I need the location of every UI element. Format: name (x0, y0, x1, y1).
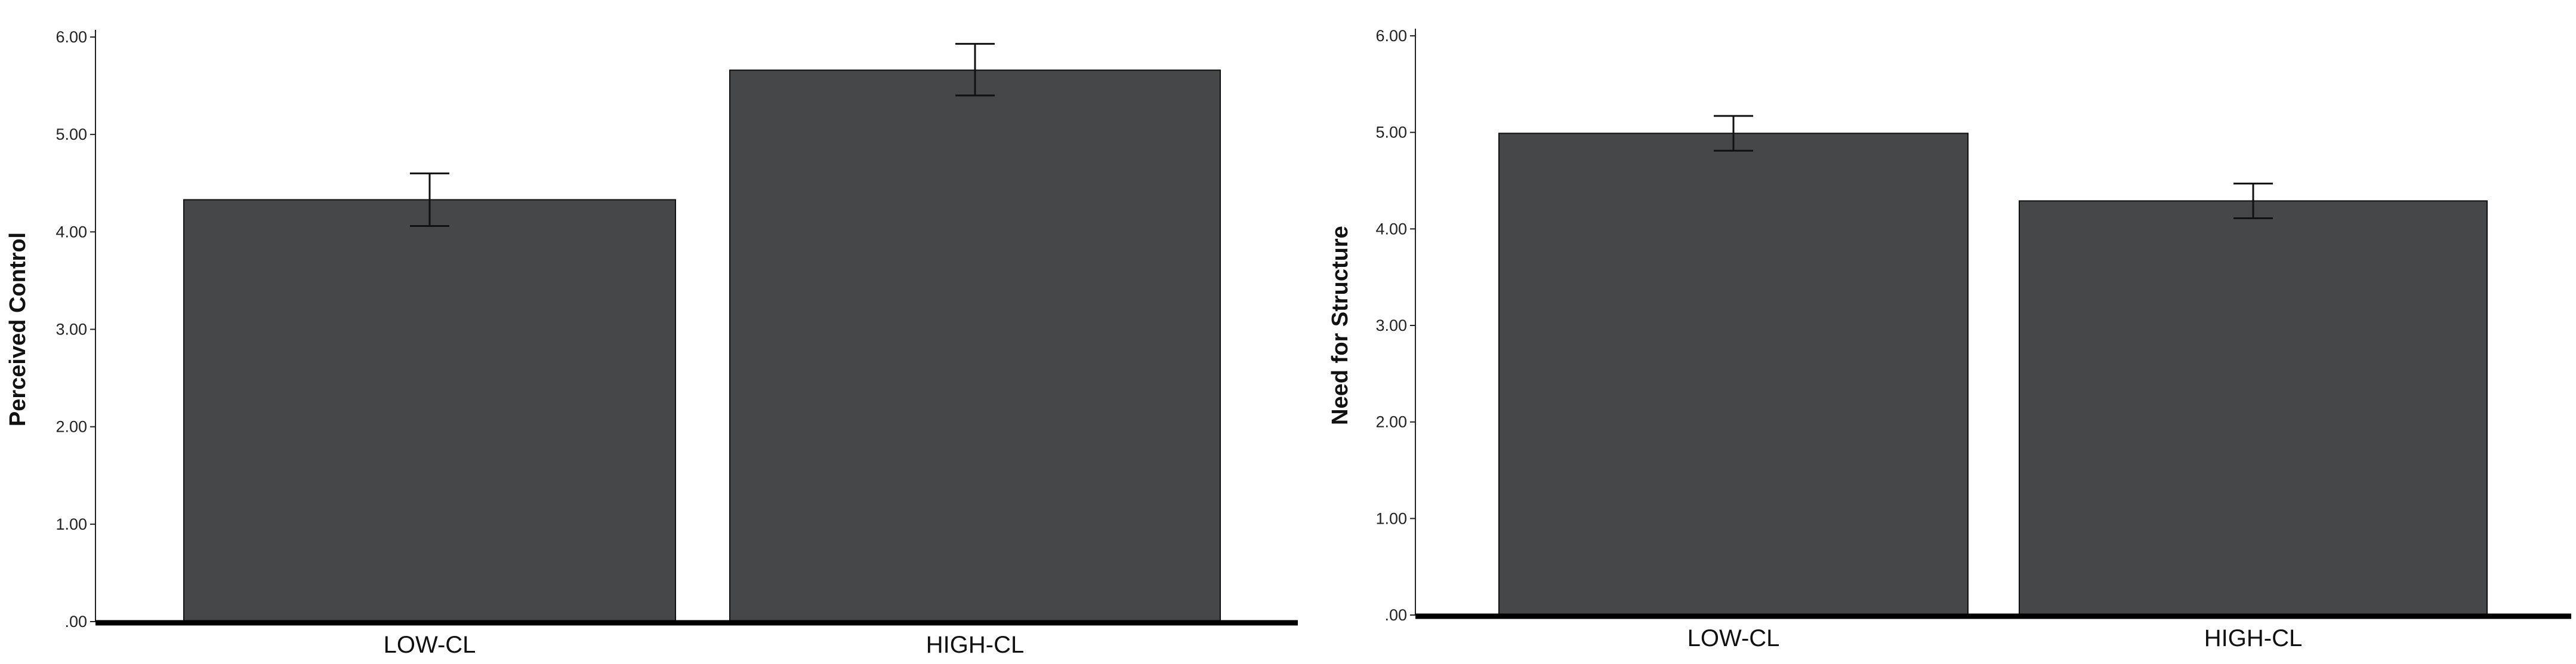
y-tick-label: 6.00 (55, 28, 87, 46)
y-tick-label: 3.00 (1375, 316, 1407, 334)
bar (729, 69, 1221, 622)
bar (2019, 200, 2488, 616)
y-tick-label: 6.00 (1375, 27, 1407, 45)
y-tick-label: 4.00 (55, 223, 87, 241)
x-category-label: LOW-CL (1687, 625, 1780, 651)
x-category-label: HIGH-CL (2204, 625, 2302, 651)
y-tick-label: .00 (1384, 606, 1407, 624)
x-category-label: HIGH-CL (926, 632, 1024, 658)
need-for-structure-chart: .00 1.00 2.00 3.00 4.00 5.00 6.00 Need for Stru… (1328, 27, 2571, 651)
x-category-label: LOW-CL (384, 632, 476, 658)
y-tick-label: 5.00 (55, 125, 87, 143)
y-tick-label: 2.00 (1375, 413, 1407, 431)
bar (183, 199, 676, 622)
perceived-control-chart: .00 1.00 2.00 3.00 4.00 5.00 6.00 Perceived Con… (5, 28, 1298, 658)
y-tick-label: .00 (64, 613, 87, 631)
y-tick-label: 5.00 (1375, 124, 1407, 142)
y-tick-label: 4.00 (1375, 220, 1407, 238)
y-tick-label: 1.00 (1375, 509, 1407, 527)
bar (1498, 133, 1969, 616)
y-axis-title: Need for Structure (1328, 226, 1353, 425)
y-tick-label: 2.00 (55, 418, 87, 436)
y-tick-label: 1.00 (55, 515, 87, 533)
y-axis-title: Perceived Control (5, 232, 30, 426)
y-tick-label: 3.00 (55, 321, 87, 339)
